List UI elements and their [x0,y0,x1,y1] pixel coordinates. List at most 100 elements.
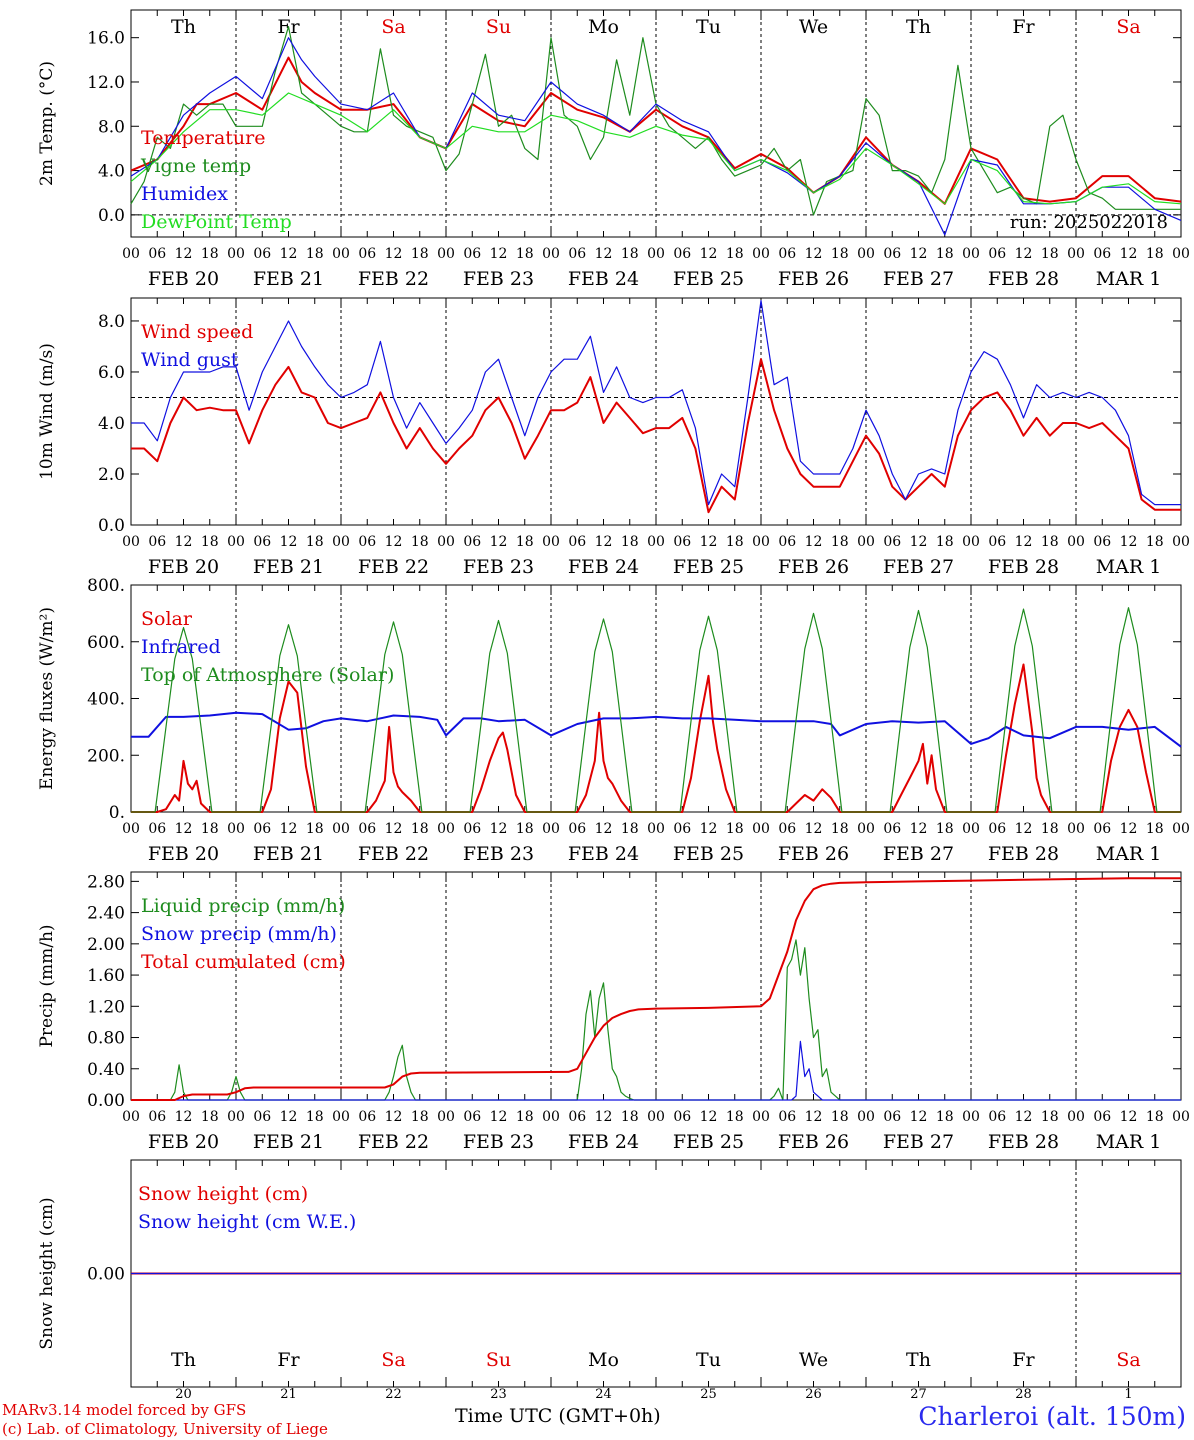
date-label: FEB 20 [148,556,219,578]
hour-tick-label: 12 [385,821,403,837]
hour-tick-label: 12 [700,821,718,837]
date-label: FEB 24 [568,843,639,865]
date-label: FEB 21 [253,843,324,865]
hour-tick-label: 18 [201,534,219,550]
hour-tick-label: 06 [883,534,901,550]
hour-tick-label: 18 [936,1109,954,1125]
hour-tick-label: 06 [253,821,271,837]
weekday-label: Tu [696,1349,721,1371]
hour-tick-label: 00 [122,534,140,550]
hour-tick-label: 12 [490,246,508,262]
legend-entry: Liquid precip (mm/h) [141,895,345,917]
date-label: FEB 26 [778,843,849,865]
hour-tick-label: 12 [280,1109,298,1125]
weekday-label: We [799,1349,828,1371]
hour-tick-label: 12 [910,821,928,837]
hour-tick-label: 18 [1146,246,1164,262]
legend-entry: Temperature [141,127,265,149]
hour-tick-label: 12 [910,534,928,550]
day-number-label: 25 [700,1387,717,1402]
hour-tick-label: 18 [516,821,534,837]
date-label: FEB 27 [883,843,954,865]
y-axis-label: 2m Temp. (°C) [37,61,57,186]
hour-tick-label: 18 [516,534,534,550]
hour-tick-label: 00 [227,246,245,262]
date-label: MAR 1 [1096,1131,1162,1153]
weekday-label: Sa [1116,16,1140,38]
date-label: FEB 28 [988,843,1059,865]
hour-tick-label: 00 [1067,821,1085,837]
weekday-label: Fr [277,1349,300,1371]
y-axis-label: Energy fluxes (W/m²) [37,607,57,790]
hour-tick-label: 06 [358,246,376,262]
copyright-credit: (c) Lab. of Climatology, University of L… [2,1420,328,1438]
weekday-label: Mo [588,16,619,38]
weekday-label: Su [486,1349,511,1371]
hour-tick-label: 18 [1146,534,1164,550]
hour-tick-label: 06 [988,246,1006,262]
hour-tick-label: 12 [175,821,193,837]
y-tick-label: 6.0 [98,363,125,383]
series-line [131,607,1181,813]
date-label: FEB 23 [463,268,534,290]
date-label: FEB 20 [148,1131,219,1153]
y-tick-label: 12.0 [87,73,125,93]
hour-tick-label: 00 [437,246,455,262]
hour-tick-label: 00 [647,534,665,550]
hour-tick-label: 12 [595,246,613,262]
hour-tick-label: 12 [1120,534,1138,550]
date-label: FEB 21 [253,268,324,290]
hour-tick-label: 06 [883,1109,901,1125]
date-label: FEB 28 [988,1131,1059,1153]
hour-tick-label: 00 [1172,534,1190,550]
date-label: MAR 1 [1096,268,1162,290]
series-line [131,300,1181,506]
hour-tick-label: 00 [542,246,560,262]
hour-tick-label: 06 [568,246,586,262]
hour-tick-label: 06 [463,246,481,262]
series-line [131,711,1182,748]
weekday-label: Sa [1116,1349,1140,1371]
hour-tick-label: 12 [805,246,823,262]
hour-tick-label: 00 [122,821,140,837]
weekday-label: Tu [696,16,721,38]
hour-tick-label: 06 [988,821,1006,837]
weekday-label: Th [171,1349,196,1371]
hour-tick-label: 00 [962,821,980,837]
date-label: FEB 22 [358,843,429,865]
hour-tick-label: 00 [332,246,350,262]
weekday-label: Sa [381,16,405,38]
hour-tick-label: 18 [726,821,744,837]
hour-tick-label: 12 [385,534,403,550]
legend-entry: Total cumulated (cm) [141,951,346,973]
day-number-label: 23 [490,1387,507,1402]
hour-tick-label: 06 [778,821,796,837]
y-tick-label: 0.00 [87,1091,125,1111]
weekday-label: Th [171,16,196,38]
hour-tick-label: 18 [516,246,534,262]
y-axis-label: Precip (mm/h) [37,924,57,1047]
date-label: FEB 23 [463,556,534,578]
weekday-label: Mo [588,1349,619,1371]
hour-tick-label: 12 [490,821,508,837]
date-label: FEB 26 [778,1131,849,1153]
hour-tick-label: 12 [805,1109,823,1125]
hour-tick-label: 06 [1093,821,1111,837]
date-label: FEB 25 [673,556,744,578]
hour-tick-label: 06 [778,246,796,262]
day-number-label: 27 [910,1387,927,1402]
hour-tick-label: 18 [831,821,849,837]
hour-tick-label: 00 [437,1109,455,1125]
date-label: FEB 20 [148,843,219,865]
hour-tick-label: 00 [332,534,350,550]
date-label: FEB 24 [568,1131,639,1153]
y-tick-label: 1.20 [87,997,125,1017]
hour-tick-label: 12 [1015,534,1033,550]
date-label: FEB 27 [883,1131,954,1153]
date-label: FEB 23 [463,1131,534,1153]
hour-tick-label: 18 [726,246,744,262]
hour-tick-label: 00 [752,246,770,262]
hour-tick-label: 18 [726,1109,744,1125]
date-label: FEB 26 [778,556,849,578]
day-number-label: 22 [385,1387,402,1402]
